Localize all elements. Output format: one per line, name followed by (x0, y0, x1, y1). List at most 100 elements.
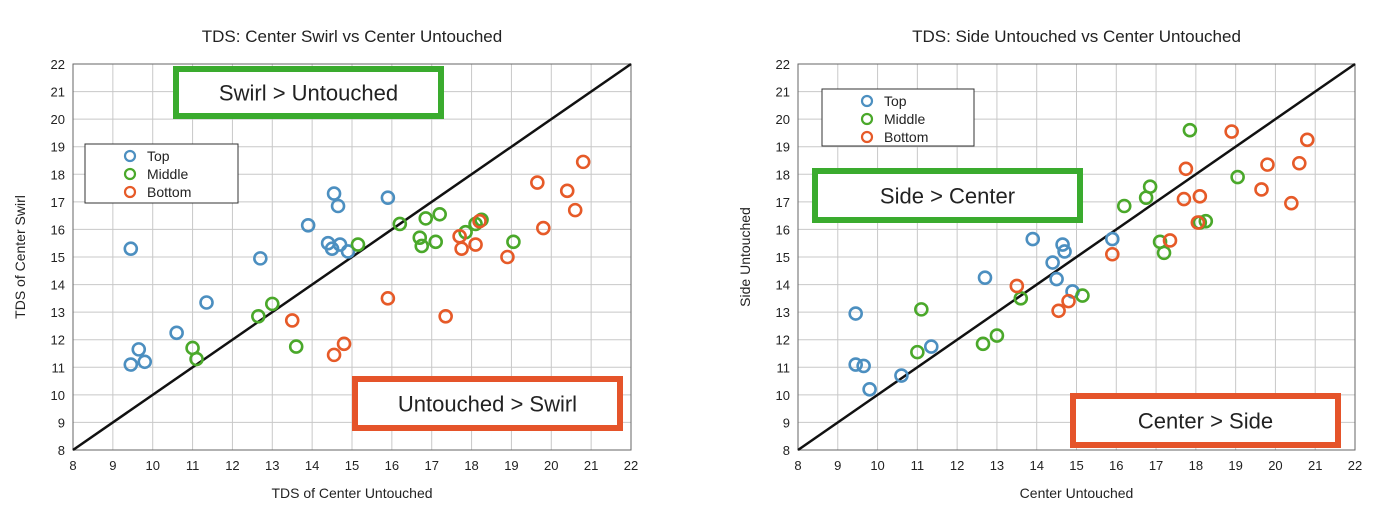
data-point (1190, 215, 1206, 230)
x-tick-label: 13 (990, 458, 1004, 473)
legend-marker (123, 185, 137, 199)
legend-label: Bottom (884, 129, 928, 145)
data-point (1254, 182, 1269, 197)
data-point (567, 202, 583, 218)
x-tick-label: 10 (870, 458, 884, 473)
x-tick-label: 9 (834, 458, 841, 473)
x-tick-label: 17 (1149, 458, 1163, 473)
data-point (350, 237, 366, 252)
x-tick-label: 15 (1069, 458, 1083, 473)
data-point (500, 249, 515, 265)
data-point (1116, 198, 1132, 214)
x-tick-label: 20 (1268, 458, 1282, 473)
y-tick-label: 14 (776, 278, 790, 293)
data-point (536, 220, 551, 236)
data-point (1198, 213, 1214, 229)
legend-box (821, 88, 975, 147)
annotation-frame (173, 66, 444, 119)
legend-box (84, 143, 239, 204)
y-tick-label: 20 (776, 112, 790, 127)
data-point (414, 238, 430, 254)
series-top (848, 231, 1120, 397)
x-tick-label: 22 (624, 458, 638, 473)
data-point (253, 251, 268, 266)
data-point (1105, 246, 1120, 262)
data-point (1192, 189, 1208, 204)
data-point (326, 347, 342, 363)
x-tick-label: 15 (345, 458, 359, 473)
chart-title: TDS: Center Swirl vs Center Untouched (202, 27, 502, 46)
data-point (848, 357, 863, 372)
data-point (340, 244, 356, 259)
data-point (392, 216, 408, 232)
data-point (1013, 291, 1029, 306)
series-bottom (1009, 124, 1315, 319)
y-tick-label: 14 (51, 278, 65, 293)
data-point (1260, 157, 1275, 172)
series-bottom (284, 154, 591, 363)
annotation-frame (812, 168, 1083, 223)
data-point (123, 241, 139, 257)
data-point (1224, 124, 1239, 139)
data-point (324, 241, 340, 257)
y-tick-label: 17 (51, 195, 65, 210)
x-tick-label: 12 (950, 458, 964, 473)
x-tick-label: 11 (911, 458, 925, 473)
y-tick-label: 11 (52, 360, 66, 375)
data-point (438, 308, 453, 324)
x-tick-label: 18 (1189, 458, 1203, 473)
x-tick-label: 21 (584, 458, 598, 473)
y-tick-label: 16 (776, 222, 790, 237)
data-point (559, 183, 575, 199)
legend-label: Top (147, 148, 170, 164)
data-point (1156, 245, 1172, 261)
data-point (468, 237, 483, 252)
y-tick-label: 12 (776, 333, 790, 348)
legend: Top Middle Bottom (84, 143, 239, 204)
data-point (1284, 195, 1299, 211)
y-tick-label: 8 (783, 443, 790, 458)
legend-marker (860, 112, 874, 126)
data-point (989, 328, 1005, 343)
data-point (169, 325, 184, 341)
legend: Top Middle Bottom (821, 88, 975, 147)
legend-marker (123, 149, 137, 163)
annotation-frame (352, 376, 623, 431)
data-point (914, 302, 929, 317)
y-tick-label: 17 (776, 195, 790, 210)
data-point (1045, 255, 1060, 270)
x-axis-label: TDS of Center Untouched (271, 485, 432, 501)
data-point (1162, 233, 1178, 248)
data-point (251, 308, 266, 324)
x-tick-label: 19 (1228, 458, 1242, 473)
data-point (380, 190, 396, 206)
data-point (300, 217, 316, 233)
x-tick-label: 16 (385, 458, 399, 473)
x-tick-label: 10 (145, 458, 159, 473)
annotation-text: Swirl > Untouched (219, 81, 398, 106)
legend-label: Top (884, 93, 907, 109)
x-tick-label: 14 (1029, 458, 1043, 473)
data-point (1105, 231, 1120, 247)
data-point (1182, 122, 1198, 138)
data-point (506, 234, 521, 250)
data-point (131, 342, 147, 357)
x-tick-label: 22 (1348, 458, 1362, 473)
y-tick-label: 15 (51, 250, 65, 265)
x-tick-label: 14 (305, 458, 319, 473)
data-point (923, 339, 939, 354)
y-axis-label: Side Untouched (737, 207, 753, 307)
data-point (412, 230, 428, 245)
data-point (418, 211, 434, 226)
x-tick-label: 9 (109, 458, 116, 473)
y-tick-label: 22 (776, 57, 790, 72)
annotation-box: Untouched > Swirl (352, 376, 623, 431)
data-point (199, 295, 214, 310)
series-middle (910, 122, 1245, 360)
y-tick-label: 20 (51, 112, 65, 127)
data-point (189, 351, 204, 367)
annotation-box: Swirl > Untouched (173, 66, 444, 119)
x-tick-label: 12 (225, 458, 239, 473)
data-point (1299, 132, 1315, 148)
